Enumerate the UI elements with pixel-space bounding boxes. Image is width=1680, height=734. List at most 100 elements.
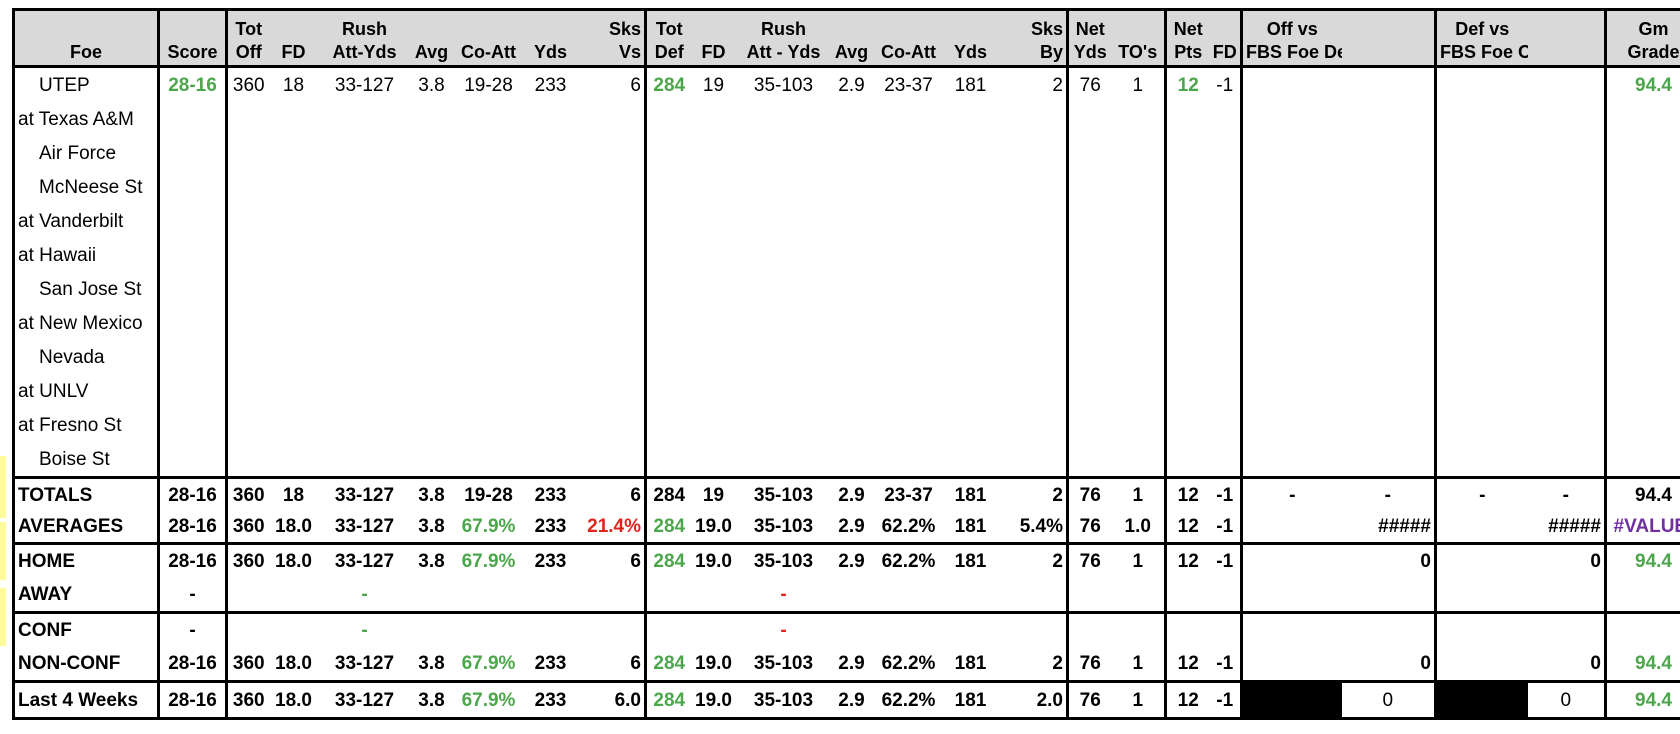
- game-off-fd: [270, 102, 318, 136]
- game-off-co-att: [452, 238, 526, 272]
- game-off-yds: [526, 170, 576, 204]
- header-def-fd: [691, 8, 736, 38]
- home-def-vs-fbs-a: [1436, 544, 1528, 579]
- game-net-yds: [1068, 272, 1112, 306]
- game-def-vs-fbs-a: [1436, 204, 1528, 238]
- game-row: Air Force: [12, 136, 1680, 170]
- game-tot-def: [645, 442, 692, 479]
- game-net-fd: [1209, 306, 1243, 340]
- game-off-vs-fbs-b: [1341, 340, 1437, 374]
- game-def-fd: [692, 374, 736, 408]
- conf-def-vs-fbs-b: [1527, 612, 1607, 647]
- game-net-fd: [1209, 408, 1243, 442]
- conf-off-fd: [270, 613, 318, 648]
- home-score: 28-16: [158, 543, 228, 578]
- game-tot-def: [646, 170, 692, 204]
- game-foe: at Texas A&M: [12, 102, 160, 136]
- last4-sks-by: 2.0: [995, 681, 1069, 720]
- conf-def-avg: [832, 613, 872, 648]
- game-row: UTEP 28-16 360 18 33-127 3.8 19-28 233 6 284 19 35-…: [12, 66, 1680, 102]
- averages-off-vs-fbs-a: [1241, 511, 1342, 545]
- totals-def-fd: 19: [702, 484, 725, 506]
- game-sks-vs: [575, 340, 647, 374]
- last4-off-avg: 3.8: [411, 681, 452, 720]
- game-def-rush: 35-103: [753, 74, 814, 96]
- game-tot-off: [226, 442, 270, 479]
- header-gm-grade: Gm: [1605, 8, 1680, 38]
- totals-foe: TOTALS: [12, 477, 160, 511]
- game-net-pts: [1166, 204, 1210, 238]
- header-off-co-att: [451, 8, 526, 38]
- home-tot-off: 360: [232, 551, 265, 572]
- game-score: [158, 102, 228, 136]
- totals-tot-def: 284: [653, 484, 686, 506]
- row-highlight-marker: [0, 588, 6, 646]
- summary-row-averages: AVERAGES 28-16 360 18.0 33-127 3.8 67.9% 233 21.…: [12, 511, 1680, 545]
- home-net-yds: 76: [1079, 551, 1101, 572]
- header-net-yds: Net: [1067, 8, 1112, 38]
- home-off-vs-fbs-a: [1242, 544, 1342, 579]
- game-sks-by: [995, 306, 1069, 340]
- game-net-yds: [1068, 136, 1112, 170]
- conf-off-rush: -: [361, 620, 368, 641]
- game-tot-off: [227, 374, 270, 408]
- conf-def-yds: [946, 613, 996, 648]
- away-off-yds: [525, 578, 576, 614]
- away-foe: AWAY: [12, 578, 160, 614]
- game-def-avg: [832, 238, 872, 272]
- game-off-avg: [412, 408, 452, 442]
- game-tot-def: [646, 204, 692, 238]
- summary-row-conf: CONF - - -: [12, 612, 1680, 648]
- game-sks-vs: [575, 102, 647, 136]
- header-off-avg: Avg: [411, 38, 452, 68]
- game-def-vs-fbs-b: [1527, 238, 1607, 272]
- away-sks-vs: [575, 578, 647, 614]
- game-def-yds: [946, 238, 996, 272]
- game-def-avg: [832, 170, 872, 204]
- header-def-co-att: Co-Att: [871, 38, 946, 68]
- game-off-rush: [318, 204, 412, 238]
- game-def-yds: [945, 442, 996, 479]
- game-tot-off: [227, 272, 270, 306]
- game-def-vs-fbs-a: [1436, 408, 1528, 442]
- game-off-rush: [318, 238, 412, 272]
- summary-row-totals: TOTALS 28-16 360 18 33-127 3.8 19-28 233 6 284 19 3…: [12, 477, 1680, 511]
- game-def-vs-fbs-b: [1527, 66, 1607, 102]
- averages-def-co-att: 62.2%: [871, 511, 946, 545]
- header-def-avg: Avg: [831, 38, 872, 68]
- game-def-yds: [946, 102, 996, 136]
- game-net-tos: [1111, 408, 1167, 442]
- game-net-yds: [1068, 408, 1112, 442]
- home-def-avg: 2.9: [838, 551, 865, 572]
- game-score: 28-16: [158, 66, 228, 102]
- game-off-vs-fbs-a: [1242, 238, 1342, 272]
- nonconf-off-vs-fbs-b: 0: [1341, 647, 1437, 683]
- away-off-vs-fbs-b: [1341, 578, 1437, 614]
- game-def-co-att: [872, 408, 946, 442]
- game-def-yds: [946, 340, 996, 374]
- header-def-vs-fbs-a: Def vs: [1435, 8, 1528, 38]
- away-net-fd: [1209, 578, 1243, 614]
- game-def-vs-fbs-a: [1435, 442, 1528, 479]
- header-off-rush: Rush: [317, 8, 412, 38]
- game-def-fd: [692, 306, 736, 340]
- game-off-co-att: [452, 340, 526, 374]
- averages-net-pts: 12: [1165, 511, 1210, 545]
- nonconf-def-vs-fbs-b: 0: [1527, 647, 1607, 683]
- conf-tot-def: [646, 613, 692, 648]
- game-off-vs-fbs-b: [1341, 442, 1437, 479]
- game-def-fd: [692, 204, 736, 238]
- game-off-rush: [318, 374, 412, 408]
- game-sks-by: [995, 136, 1069, 170]
- game-sks-vs: [575, 238, 647, 272]
- game-def-rush: [736, 170, 832, 204]
- game-def-vs-fbs-b: [1527, 272, 1607, 306]
- game-off-rush: [318, 306, 412, 340]
- game-off-fd: [270, 374, 318, 408]
- game-net-tos: [1111, 340, 1167, 374]
- game-net-pts: [1166, 102, 1210, 136]
- game-foe: at Fresno St: [12, 408, 160, 442]
- game-net-pts: [1166, 238, 1210, 272]
- game-sks-vs: [575, 170, 647, 204]
- game-net-fd: [1209, 442, 1243, 479]
